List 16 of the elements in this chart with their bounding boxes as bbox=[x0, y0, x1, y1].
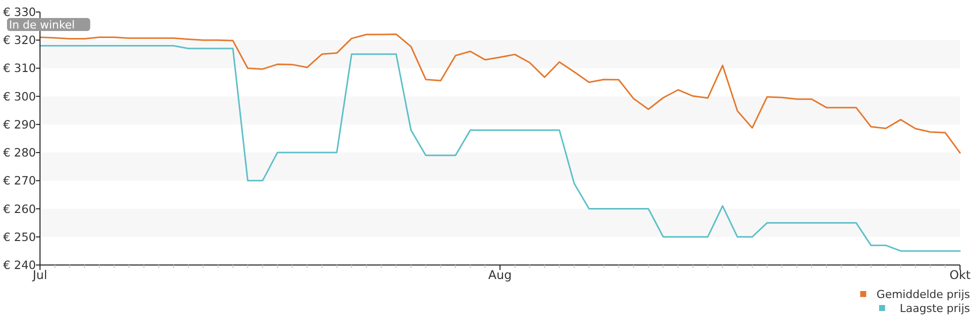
y-tick-label: € 260 bbox=[3, 202, 36, 216]
y-tick-label: € 270 bbox=[3, 174, 36, 188]
x-tick-label: Aug bbox=[488, 268, 512, 282]
legend-label: Laagste prijs bbox=[900, 302, 970, 315]
y-tick-label: € 290 bbox=[3, 117, 36, 132]
line-series bbox=[39, 33, 961, 154]
line-series bbox=[39, 44, 961, 252]
y-tick-label: € 250 bbox=[3, 230, 36, 244]
annotation: In de winkel bbox=[9, 18, 75, 32]
y-tick-label: € 320 bbox=[3, 33, 36, 48]
y-tick-label: € 300 bbox=[3, 89, 36, 104]
legend-label: Gemiddelde prijs bbox=[876, 288, 970, 301]
x-tick-label: Okt bbox=[949, 268, 971, 282]
y-tick-label: € 310 bbox=[3, 61, 36, 76]
y-tick-label: € 330 bbox=[3, 5, 36, 19]
y-tick-label: € 280 bbox=[3, 146, 36, 160]
